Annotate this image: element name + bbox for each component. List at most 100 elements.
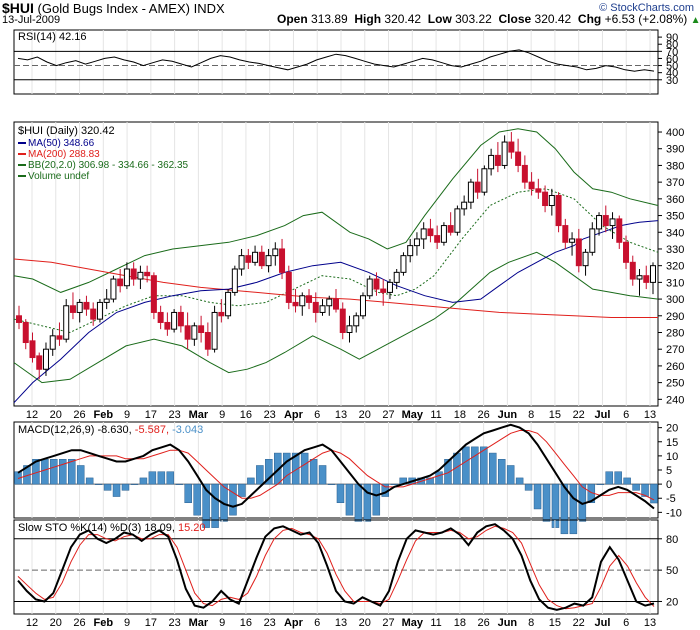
candle-body	[272, 248, 279, 257]
candle-body	[494, 154, 501, 166]
candle-body	[596, 215, 603, 230]
x-tick-label: Jul	[595, 617, 611, 629]
candle-body	[225, 291, 232, 317]
candle-body	[521, 164, 528, 183]
candle-body	[461, 201, 468, 210]
candle-body	[285, 271, 292, 303]
candle-body	[90, 308, 97, 320]
candle-body	[319, 305, 326, 313]
macd-histogram-bar	[372, 483, 381, 516]
x-tick-label: 18	[454, 617, 466, 629]
sto-d-line	[17, 525, 655, 610]
x-tick-label: 6	[314, 617, 320, 629]
candle-body	[400, 255, 407, 273]
x-tick-label: 17	[145, 409, 157, 421]
macd-histogram-bar	[85, 477, 94, 485]
candle-body	[49, 335, 56, 350]
bb-upper-line	[13, 128, 659, 293]
chg-value: +6.53 (+2.08%)	[604, 12, 688, 26]
macd-legend: MACD(12,26,9) -8.630, -5.587, -3.043	[18, 424, 203, 436]
x-tick-label: 17	[145, 617, 157, 629]
macd-tick-label: -10	[666, 507, 682, 519]
macd-histogram-bar	[390, 483, 398, 485]
macd-histogram-bar	[247, 477, 255, 485]
macd-histogram-bar	[650, 483, 658, 504]
macd-histogram-bar	[300, 452, 309, 485]
macd-histogram-bar	[318, 465, 327, 485]
price-tick-label: 400	[666, 127, 684, 139]
rsi-tick-label: 30	[666, 75, 678, 87]
candle-body	[501, 141, 508, 166]
x-tick-label: 9	[124, 409, 130, 421]
macd-histogram-bar	[336, 483, 345, 504]
candle-body	[177, 311, 184, 327]
candle-body	[238, 255, 245, 270]
macd-histogram-bar	[76, 465, 85, 485]
x-tick-label: May	[402, 617, 424, 629]
candle-body	[339, 308, 346, 333]
x-tick-label: 26	[477, 617, 489, 629]
candle-body	[623, 241, 630, 263]
candle-body	[481, 168, 488, 193]
x-tick-label: Jun	[498, 617, 518, 629]
x-tick-label: 23	[168, 409, 180, 421]
candle-body	[609, 218, 616, 227]
macd-tick-label: 5	[666, 465, 672, 477]
candle-body	[292, 301, 299, 307]
candle-body	[63, 305, 70, 340]
x-tick-label: Feb	[94, 409, 114, 421]
x-tick-label: 27	[382, 617, 394, 629]
macd-histogram-bar	[121, 483, 130, 491]
macd-histogram-bar	[560, 483, 569, 535]
macd-histogram-bar	[497, 459, 506, 485]
x-tick-label: 26	[73, 409, 85, 421]
macd-histogram-bar	[148, 471, 157, 485]
macd-histogram-bar	[41, 459, 49, 485]
macd-histogram-bar	[632, 483, 640, 491]
candle-body	[542, 191, 549, 207]
x-tick-label: 8	[528, 409, 534, 421]
candle-body	[575, 238, 582, 267]
x-tick-label: 23	[264, 409, 276, 421]
candle-body	[616, 218, 623, 243]
x-tick-label: 6	[623, 617, 629, 629]
candle-body	[144, 271, 151, 277]
macd-histogram-bar	[157, 471, 166, 485]
x-tick-label: 9	[124, 617, 130, 629]
candle-body	[312, 301, 319, 313]
candle-body	[393, 271, 400, 283]
macd-histogram-bar	[506, 465, 515, 485]
price-panel-frame	[13, 121, 659, 407]
candle-body	[16, 315, 22, 323]
macd-histogram-bar	[596, 483, 605, 485]
macd-histogram-bar	[202, 483, 210, 528]
copyright[interactable]: © StockCharts.com	[599, 2, 694, 14]
rsi-tick-label: 90	[666, 32, 678, 44]
x-tick-label: 8	[528, 617, 534, 629]
x-tick-label: 11	[430, 409, 441, 421]
macd-histogram-bar	[444, 459, 452, 485]
x-tick-label: 20	[50, 409, 62, 421]
legend-entry: MA(50) 348.66	[28, 138, 95, 149]
candle-body	[56, 335, 63, 340]
candle-body	[22, 321, 29, 344]
macd-histogram-bar	[175, 483, 183, 485]
candle-body	[306, 295, 313, 303]
price-tick-label: 270	[666, 344, 684, 356]
price-tick-label: 250	[666, 378, 684, 390]
macd-histogram-bar	[542, 483, 551, 522]
candle-body	[171, 311, 178, 330]
candle-body	[535, 188, 542, 193]
x-tick-label: 9	[219, 409, 225, 421]
rsi-tick-label: 40	[666, 68, 678, 80]
x-tick-label: 6	[314, 409, 320, 421]
x-tick-label: 26	[477, 409, 489, 421]
rsi-tick-label: 60	[666, 53, 678, 65]
price-tick-label: 300	[666, 294, 684, 306]
candle-body	[346, 325, 353, 333]
candle-body	[198, 325, 205, 333]
candle-body	[366, 278, 373, 297]
x-tick-label: 26	[73, 617, 85, 629]
macd-histogram-bar	[291, 452, 300, 485]
sto-legend: Slow STO %K(14) %D(3) 18.09, 15.20	[18, 522, 206, 534]
